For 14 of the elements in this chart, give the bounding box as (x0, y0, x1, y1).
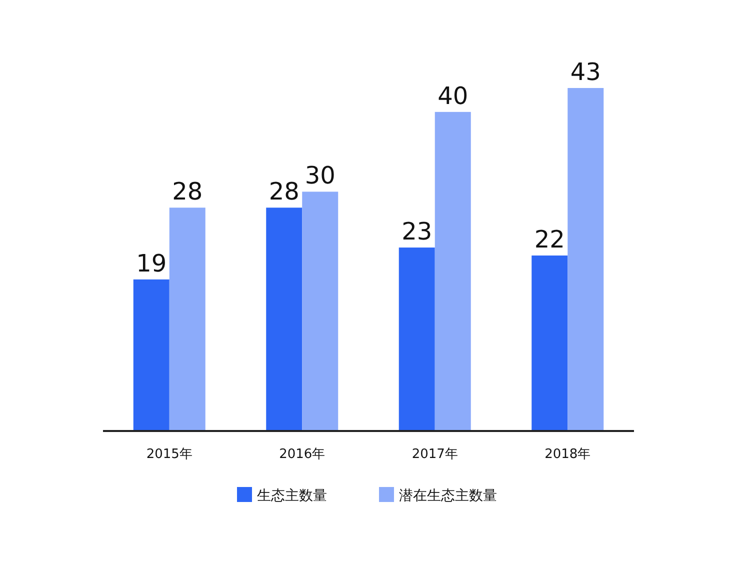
data-label: 40 (438, 82, 468, 110)
data-label: 23 (402, 218, 432, 246)
legend-label: 潜在生态主数量 (399, 488, 497, 504)
x-tick-label: 2016年 (279, 447, 326, 462)
data-label: 19 (136, 249, 167, 278)
x-tick-label: 2017年 (412, 447, 458, 462)
data-label: 30 (304, 162, 336, 190)
legend-label: 生态主数量 (257, 488, 327, 504)
data-label: 43 (570, 58, 601, 86)
data-label: 22 (534, 226, 565, 254)
data-label: 28 (172, 178, 203, 206)
x-tick-label: 2015年 (146, 447, 192, 462)
x-tick-label: 2018年 (544, 447, 591, 462)
data-label: 28 (268, 178, 300, 206)
